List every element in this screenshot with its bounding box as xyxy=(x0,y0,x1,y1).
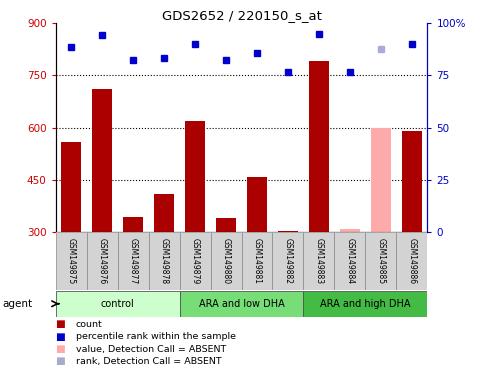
Text: count: count xyxy=(76,320,102,329)
Bar xyxy=(216,218,236,232)
Text: GSM149883: GSM149883 xyxy=(314,238,324,284)
Text: value, Detection Call = ABSENT: value, Detection Call = ABSENT xyxy=(76,344,226,354)
Text: GSM149881: GSM149881 xyxy=(253,238,261,284)
Bar xyxy=(117,232,149,290)
Bar xyxy=(92,89,112,232)
Bar xyxy=(56,232,86,290)
Bar xyxy=(123,217,143,232)
Text: GSM149875: GSM149875 xyxy=(67,238,75,284)
Text: ■: ■ xyxy=(56,344,65,354)
Bar xyxy=(402,131,422,232)
Text: GSM149879: GSM149879 xyxy=(190,238,199,284)
Bar xyxy=(61,142,81,232)
Bar xyxy=(303,232,334,290)
Bar xyxy=(242,232,272,290)
Bar xyxy=(86,232,117,290)
Bar xyxy=(340,229,360,232)
Text: ■: ■ xyxy=(56,332,65,342)
Bar xyxy=(397,232,427,290)
Bar xyxy=(149,232,180,290)
Bar xyxy=(303,291,427,317)
Bar xyxy=(366,232,397,290)
Text: GSM149884: GSM149884 xyxy=(345,238,355,284)
Text: GSM149882: GSM149882 xyxy=(284,238,293,284)
Bar xyxy=(185,121,205,232)
Text: agent: agent xyxy=(2,299,32,309)
Text: control: control xyxy=(100,299,134,309)
Bar xyxy=(56,291,180,317)
Text: ARA and high DHA: ARA and high DHA xyxy=(320,299,411,309)
Text: GSM149886: GSM149886 xyxy=(408,238,416,284)
Title: GDS2652 / 220150_s_at: GDS2652 / 220150_s_at xyxy=(161,9,322,22)
Text: ■: ■ xyxy=(56,356,65,366)
Bar xyxy=(247,177,267,232)
Bar xyxy=(278,230,298,232)
Text: ■: ■ xyxy=(56,319,65,329)
Bar xyxy=(309,61,329,232)
Bar xyxy=(272,232,303,290)
Bar xyxy=(371,127,391,232)
Text: GSM149877: GSM149877 xyxy=(128,238,138,284)
Text: ARA and low DHA: ARA and low DHA xyxy=(199,299,284,309)
Bar xyxy=(334,232,366,290)
Text: percentile rank within the sample: percentile rank within the sample xyxy=(76,332,236,341)
Bar xyxy=(211,232,242,290)
Bar xyxy=(180,232,211,290)
Text: GSM149885: GSM149885 xyxy=(376,238,385,284)
Bar xyxy=(154,194,174,232)
Text: GSM149880: GSM149880 xyxy=(222,238,230,284)
Bar xyxy=(180,291,303,317)
Text: GSM149878: GSM149878 xyxy=(159,238,169,284)
Text: rank, Detection Call = ABSENT: rank, Detection Call = ABSENT xyxy=(76,357,222,366)
Text: GSM149876: GSM149876 xyxy=(98,238,107,284)
